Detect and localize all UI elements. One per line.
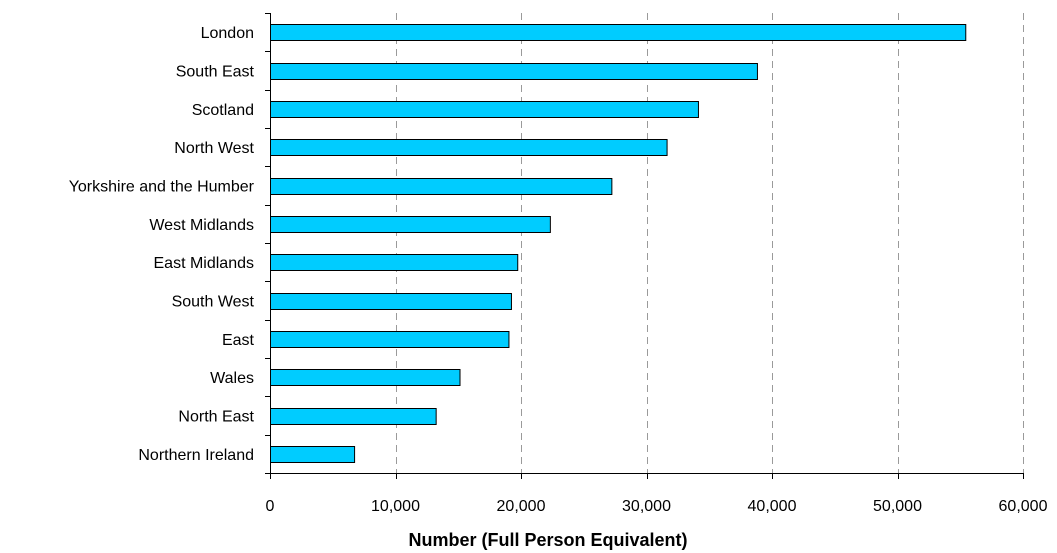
category-label-9: Wales xyxy=(210,370,254,387)
x-tick-label-6: 60,000 xyxy=(999,498,1048,515)
x-tick-labels: 0 10,000 20,000 30,000 40,000 50,000 60,000 xyxy=(266,498,1048,515)
bar-7 xyxy=(270,293,512,310)
category-label-8: East xyxy=(222,332,255,349)
category-label-6: East Midlands xyxy=(154,255,255,272)
category-label-10: North East xyxy=(178,409,254,426)
category-label-5: West Midlands xyxy=(149,217,254,234)
bar-5 xyxy=(270,216,551,233)
bar-6 xyxy=(270,254,519,271)
bar-9 xyxy=(270,369,461,386)
bar-2 xyxy=(270,101,699,118)
x-tick-label-3: 30,000 xyxy=(622,498,671,515)
x-axis-title: Number (Full Person Equivalent) xyxy=(408,530,687,550)
category-label-7: South West xyxy=(172,294,255,311)
bar-3 xyxy=(270,139,668,156)
bar-1 xyxy=(270,63,758,80)
x-tick-label-1: 10,000 xyxy=(371,498,420,515)
category-label-4: Yorkshire and the Humber xyxy=(69,179,255,196)
x-tick-label-5: 50,000 xyxy=(873,498,922,515)
category-label-0: London xyxy=(201,25,254,42)
category-label-3: North West xyxy=(174,140,254,157)
bar-0 xyxy=(270,24,967,41)
category-label-11: Northern Ireland xyxy=(138,447,254,464)
bar-10 xyxy=(270,408,437,425)
bar-8 xyxy=(270,331,510,348)
gridlines xyxy=(396,13,1024,473)
category-labels: London South East Scotland North West Yorksh… xyxy=(69,25,255,464)
bar-4 xyxy=(270,178,613,195)
axes xyxy=(265,13,1024,479)
category-label-2: Scotland xyxy=(192,102,254,119)
x-tick-label-2: 20,000 xyxy=(497,498,546,515)
x-tick-label-4: 40,000 xyxy=(748,498,797,515)
category-label-1: South East xyxy=(176,64,255,81)
bars xyxy=(270,24,967,463)
bar-11 xyxy=(270,446,356,463)
x-tick-label-0: 0 xyxy=(266,498,275,515)
